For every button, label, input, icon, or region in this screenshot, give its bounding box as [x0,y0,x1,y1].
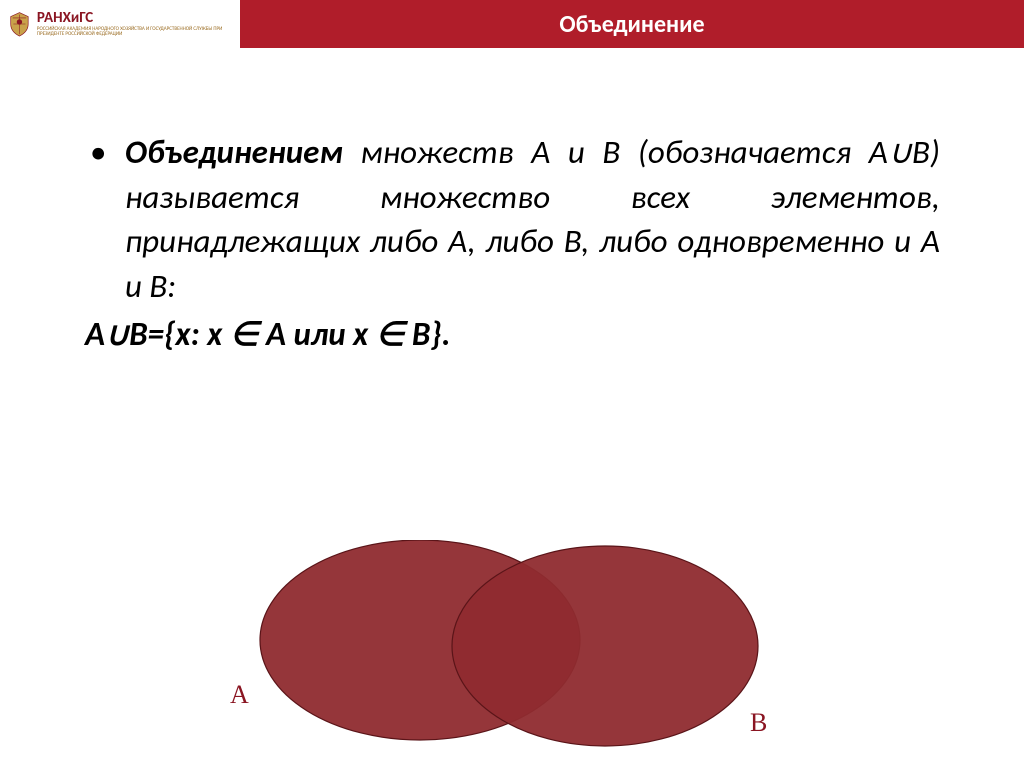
slide-title: Объединение [240,0,1024,48]
logo-sub: РОССИЙСКАЯ АКАДЕМИЯ НАРОДНОГО ХОЗЯЙСТВА … [37,27,240,38]
logo-text: РАНХиГС РОССИЙСКАЯ АКАДЕМИЯ НАРОДНОГО ХО… [37,11,240,38]
venn-svg [230,540,790,750]
venn-diagram: A B [230,540,790,750]
ellipse-b [452,546,758,746]
label-a: A [230,680,249,710]
logo-main: РАНХиГС [37,11,240,26]
formula-text: A∪B={x: x ∈ A или x ∈ B}. [85,314,940,354]
definition-lead: Объединением [125,132,343,172]
label-b: B [750,708,767,738]
definition-text: Объединением множеств A и B (обозначаетс… [85,130,940,308]
logo-area: РАНХиГС РОССИЙСКАЯ АКАДЕМИЯ НАРОДНОГО ХО… [0,0,240,48]
header-bar: РАНХиГС РОССИЙСКАЯ АКАДЕМИЯ НАРОДНОГО ХО… [0,0,1024,48]
content-area: Объединением множеств A и B (обозначаетс… [85,130,940,354]
crest-icon [6,6,33,42]
